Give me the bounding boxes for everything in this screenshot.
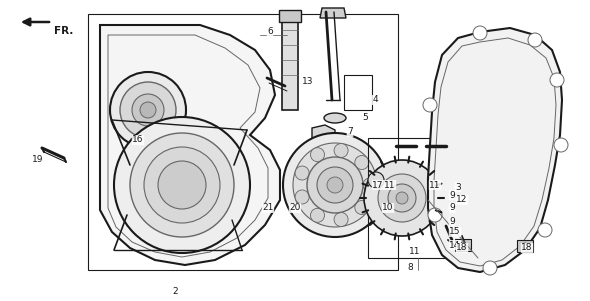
- Circle shape: [363, 178, 377, 192]
- Text: 18: 18: [456, 244, 468, 253]
- Circle shape: [554, 138, 568, 152]
- Circle shape: [437, 196, 451, 210]
- Text: 9: 9: [449, 191, 455, 200]
- Polygon shape: [312, 125, 335, 145]
- Text: 7: 7: [347, 128, 353, 136]
- Ellipse shape: [324, 113, 346, 123]
- Text: 2: 2: [172, 287, 178, 296]
- Circle shape: [110, 72, 186, 148]
- Circle shape: [317, 167, 353, 203]
- Text: 20: 20: [289, 203, 301, 213]
- Circle shape: [120, 82, 176, 138]
- Circle shape: [364, 160, 440, 236]
- Circle shape: [522, 243, 528, 249]
- Circle shape: [295, 166, 309, 180]
- Text: 15: 15: [449, 228, 461, 237]
- Circle shape: [283, 133, 387, 237]
- Circle shape: [396, 192, 408, 204]
- Text: 10: 10: [382, 203, 394, 213]
- Circle shape: [460, 242, 466, 248]
- Bar: [344, 75, 372, 110]
- Bar: [88, 14, 398, 270]
- Text: 9: 9: [449, 203, 455, 213]
- Bar: [455, 239, 471, 251]
- Text: 17: 17: [372, 181, 384, 190]
- Circle shape: [435, 213, 449, 227]
- Circle shape: [310, 148, 325, 162]
- Circle shape: [437, 179, 451, 193]
- Circle shape: [295, 190, 309, 204]
- Text: 13: 13: [302, 77, 314, 86]
- Circle shape: [538, 223, 552, 237]
- Bar: [279, 10, 301, 22]
- Text: 8: 8: [407, 263, 413, 272]
- Circle shape: [144, 147, 220, 223]
- Circle shape: [310, 208, 325, 222]
- Polygon shape: [320, 8, 346, 18]
- Circle shape: [528, 33, 542, 47]
- Circle shape: [327, 177, 343, 193]
- Circle shape: [293, 143, 377, 227]
- Circle shape: [443, 186, 457, 200]
- Text: FR.: FR.: [54, 26, 73, 36]
- Circle shape: [483, 261, 497, 275]
- Circle shape: [132, 94, 164, 126]
- Polygon shape: [428, 28, 562, 272]
- Circle shape: [307, 157, 363, 213]
- Circle shape: [140, 102, 156, 118]
- Circle shape: [114, 117, 250, 253]
- Circle shape: [378, 174, 426, 222]
- Text: 11: 11: [430, 181, 441, 190]
- Circle shape: [130, 133, 234, 237]
- Polygon shape: [100, 25, 280, 265]
- Circle shape: [158, 161, 206, 209]
- Text: 11: 11: [409, 247, 421, 256]
- Circle shape: [368, 172, 384, 188]
- Text: 14: 14: [450, 240, 461, 250]
- Text: 5: 5: [362, 113, 368, 123]
- Circle shape: [355, 156, 369, 169]
- Bar: [368, 138, 478, 258]
- Circle shape: [388, 184, 416, 212]
- Circle shape: [428, 208, 442, 222]
- Text: 18: 18: [521, 244, 533, 253]
- Bar: [517, 240, 533, 252]
- Circle shape: [423, 98, 437, 112]
- Bar: [282, 15, 298, 110]
- Circle shape: [334, 144, 348, 157]
- Circle shape: [473, 26, 487, 40]
- Circle shape: [550, 73, 564, 87]
- Text: 4: 4: [372, 95, 378, 104]
- Circle shape: [355, 200, 369, 215]
- Text: 21: 21: [263, 203, 274, 213]
- Text: 6: 6: [267, 27, 273, 36]
- Circle shape: [334, 213, 348, 226]
- Text: 9: 9: [449, 218, 455, 226]
- Text: 3: 3: [455, 182, 461, 191]
- Text: 16: 16: [132, 135, 144, 144]
- Text: 11: 11: [384, 181, 396, 190]
- Text: 12: 12: [456, 196, 468, 204]
- Text: 19: 19: [32, 156, 44, 165]
